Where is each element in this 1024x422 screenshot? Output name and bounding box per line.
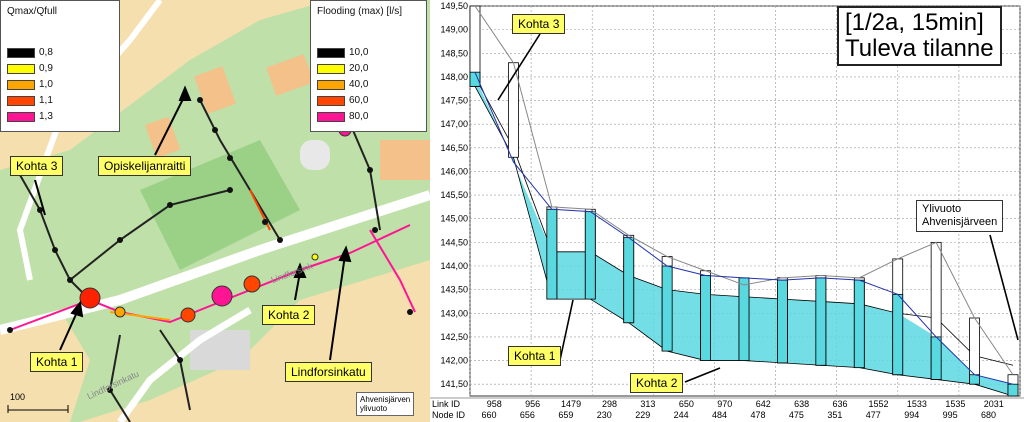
- link-id: 638: [794, 399, 809, 409]
- y-tick-label: 147,00: [440, 119, 468, 129]
- link-id: 642: [756, 399, 771, 409]
- link-id: 636: [833, 399, 848, 409]
- y-tick-label: 149,00: [440, 25, 468, 35]
- road-lindforsinkatu: [0, 190, 430, 335]
- node-id: 680: [981, 410, 996, 420]
- link-id: 650: [679, 399, 694, 409]
- manhole-water: [1007, 383, 1019, 397]
- y-tick-label: 143,00: [440, 308, 468, 318]
- field-area: [140, 140, 300, 270]
- manhole-water: [623, 237, 635, 324]
- node-id: 230: [597, 410, 612, 420]
- link-id: 1533: [907, 399, 927, 409]
- node-id: 475: [789, 410, 804, 420]
- manhole-water: [969, 374, 980, 385]
- callout-kohta2: Kohta 2: [262, 305, 316, 325]
- node-id: 995: [943, 410, 958, 420]
- y-tick-label: 145,50: [440, 190, 468, 200]
- callout-kohta1: Kohta 1: [30, 352, 84, 372]
- legend-title: Qmax/Qfull: [7, 6, 58, 17]
- pipe-nodes: [7, 97, 413, 393]
- node-id: 351: [827, 410, 842, 420]
- y-tick-label: 149,50: [440, 1, 468, 11]
- link-id: 958: [487, 399, 502, 409]
- link-id-label: Link ID: [432, 399, 461, 409]
- profile-callout-kohta3: Kohta 3: [512, 14, 566, 34]
- y-tick-label: 142,00: [440, 356, 468, 366]
- manhole-water: [546, 208, 558, 300]
- link-id: 1552: [868, 399, 888, 409]
- callout-opiskelijanraitti: Opiskelijanraitti: [98, 156, 192, 176]
- water-level-fill: [475, 76, 1013, 396]
- link-id: 956: [525, 399, 540, 409]
- link-id: 298: [602, 399, 617, 409]
- y-tick-label: 146,50: [440, 143, 468, 153]
- link-id: 970: [717, 399, 732, 409]
- manhole-water: [853, 279, 865, 369]
- ylivuoto-note: Ahvenisjärven ylivuoto: [356, 392, 415, 416]
- y-tick-label: 141,50: [440, 379, 468, 389]
- callout-lindforsinkatu: Lindforsinkatu: [285, 362, 372, 382]
- map-callout-arrows: [34, 85, 352, 361]
- callout-arrow: [497, 33, 541, 101]
- callout-arrow: [684, 367, 721, 383]
- link-id: 313: [640, 399, 655, 409]
- link-id: 1479: [561, 399, 581, 409]
- y-tick-label: 148,50: [440, 48, 468, 58]
- longitudinal-profile: 141,50 142,00 142,50 143,00 143,50 144,00 144,…: [430, 0, 1024, 422]
- node-id: 659: [558, 410, 573, 420]
- node-id: 656: [520, 410, 535, 420]
- manhole-water: [815, 277, 827, 366]
- y-tick-label: 146,00: [440, 166, 468, 176]
- manhole-water: [892, 293, 904, 376]
- link-id: 1535: [945, 399, 965, 409]
- node-id: 477: [866, 410, 881, 420]
- flooding-circles: [79, 123, 352, 323]
- title-line1: [1/2a, 15min]: [845, 9, 984, 36]
- node-id: 478: [750, 410, 765, 420]
- legend-flooding: Flooding (max) [l/s] 10,0 20,0 40,0 60,0…: [310, 0, 427, 132]
- manhole-water: [930, 336, 942, 380]
- manhole-water: [584, 211, 596, 300]
- legend-qmax: Qmax/Qfull 0,8 0,9 1,0 1,1 1,3: [0, 0, 120, 132]
- ground-line: [474, 5, 1014, 376]
- y-tick-label: 145,00: [440, 214, 468, 224]
- title-line2: Tuleva tilanne: [845, 35, 994, 62]
- manhole-water: [738, 277, 750, 361]
- callout-arrow: [559, 299, 574, 361]
- y-tick-label: 144,00: [440, 261, 468, 271]
- node-id: 229: [635, 410, 650, 420]
- profile-callout-kohta2: Kohta 2: [630, 373, 684, 393]
- node-id: 660: [481, 410, 496, 420]
- manhole-water: [661, 265, 673, 352]
- y-tick-label: 147,50: [440, 96, 468, 106]
- callout-arrow: [989, 234, 1019, 341]
- node-id: 244: [674, 410, 689, 420]
- profile-callout-kohta1: Kohta 1: [508, 346, 562, 366]
- scale-label: 100: [10, 392, 26, 402]
- y-tick-label: 142,50: [440, 332, 468, 342]
- y-tick-label: 143,50: [440, 285, 468, 295]
- link-id: 2031: [984, 399, 1004, 409]
- manhole-water: [700, 275, 711, 361]
- node-id: 994: [904, 410, 919, 420]
- y-tick-label: 144,50: [440, 237, 468, 247]
- hydraulic-grade-line: [474, 71, 1014, 385]
- profile-callout-ylivuoto: Ylivuoto Ahvenisjärveen: [916, 200, 1004, 232]
- y-tick-label: 148,00: [440, 72, 468, 82]
- legend-title: Flooding (max) [l/s]: [317, 6, 403, 17]
- manhole-water: [777, 279, 788, 364]
- node-id: 484: [712, 410, 727, 420]
- node-id-label: Node ID: [432, 410, 466, 420]
- profile-title: [1/2a, 15min] Tuleva tilanne: [837, 6, 1002, 66]
- network-map: Lindforsink Lindforsinkatu Qmax/Qfull 0,…: [0, 0, 430, 422]
- callout-kohta3: Kohta 3: [10, 156, 64, 176]
